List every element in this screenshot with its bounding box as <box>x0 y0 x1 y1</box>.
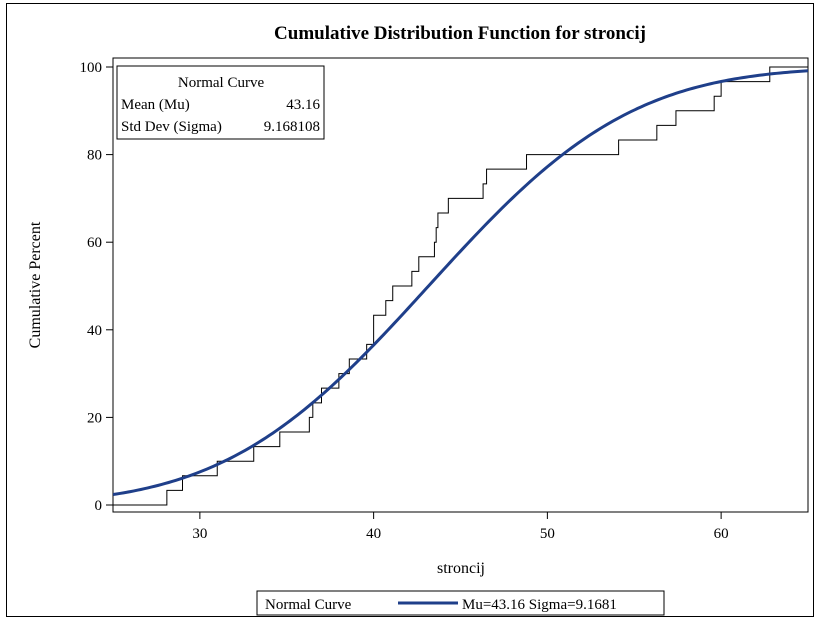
y-tick-label: 40 <box>87 323 102 339</box>
plot-area: 30 40 50 60 0 20 40 60 80 100 <box>80 57 809 542</box>
normal-curve-line <box>113 69 808 497</box>
normal-curve-inset: Normal Curve Mean (Mu) 43.16 Std Dev (Si… <box>116 65 325 140</box>
x-tick-label: 50 <box>540 526 555 542</box>
legend: Normal Curve Mu=43.16 Sigma=9.1681 <box>256 590 665 616</box>
inset-title: Normal Curve <box>178 75 265 91</box>
legend-entry: Mu=43.16 Sigma=9.1681 <box>462 597 617 613</box>
y-tick-label: 80 <box>87 148 102 164</box>
inset-mean-label: Mean (Mu) <box>121 97 190 113</box>
empirical-cdf-step-line <box>113 66 808 506</box>
chart-title: Cumulative Distribution Function for str… <box>274 23 646 44</box>
legend-title: Normal Curve <box>265 597 352 613</box>
y-tick-label: 100 <box>80 60 103 76</box>
x-tick-label: 60 <box>714 526 729 542</box>
x-axis-label: stroncij <box>437 560 485 577</box>
y-axis-label: Cumulative Percent <box>27 221 44 348</box>
inset-sigma-label: Std Dev (Sigma) <box>121 119 222 135</box>
plot-border <box>112 57 809 513</box>
x-tick-label: 40 <box>366 526 381 542</box>
inset-box <box>116 65 325 140</box>
y-tick-label: 20 <box>87 410 102 426</box>
inset-mean-value: 43.16 <box>286 97 320 113</box>
y-tick-label: 0 <box>95 498 103 514</box>
y-tick-label: 60 <box>87 235 102 251</box>
x-tick-label: 30 <box>192 526 207 542</box>
inset-sigma-value: 9.168108 <box>264 119 320 135</box>
legend-box <box>256 590 665 616</box>
